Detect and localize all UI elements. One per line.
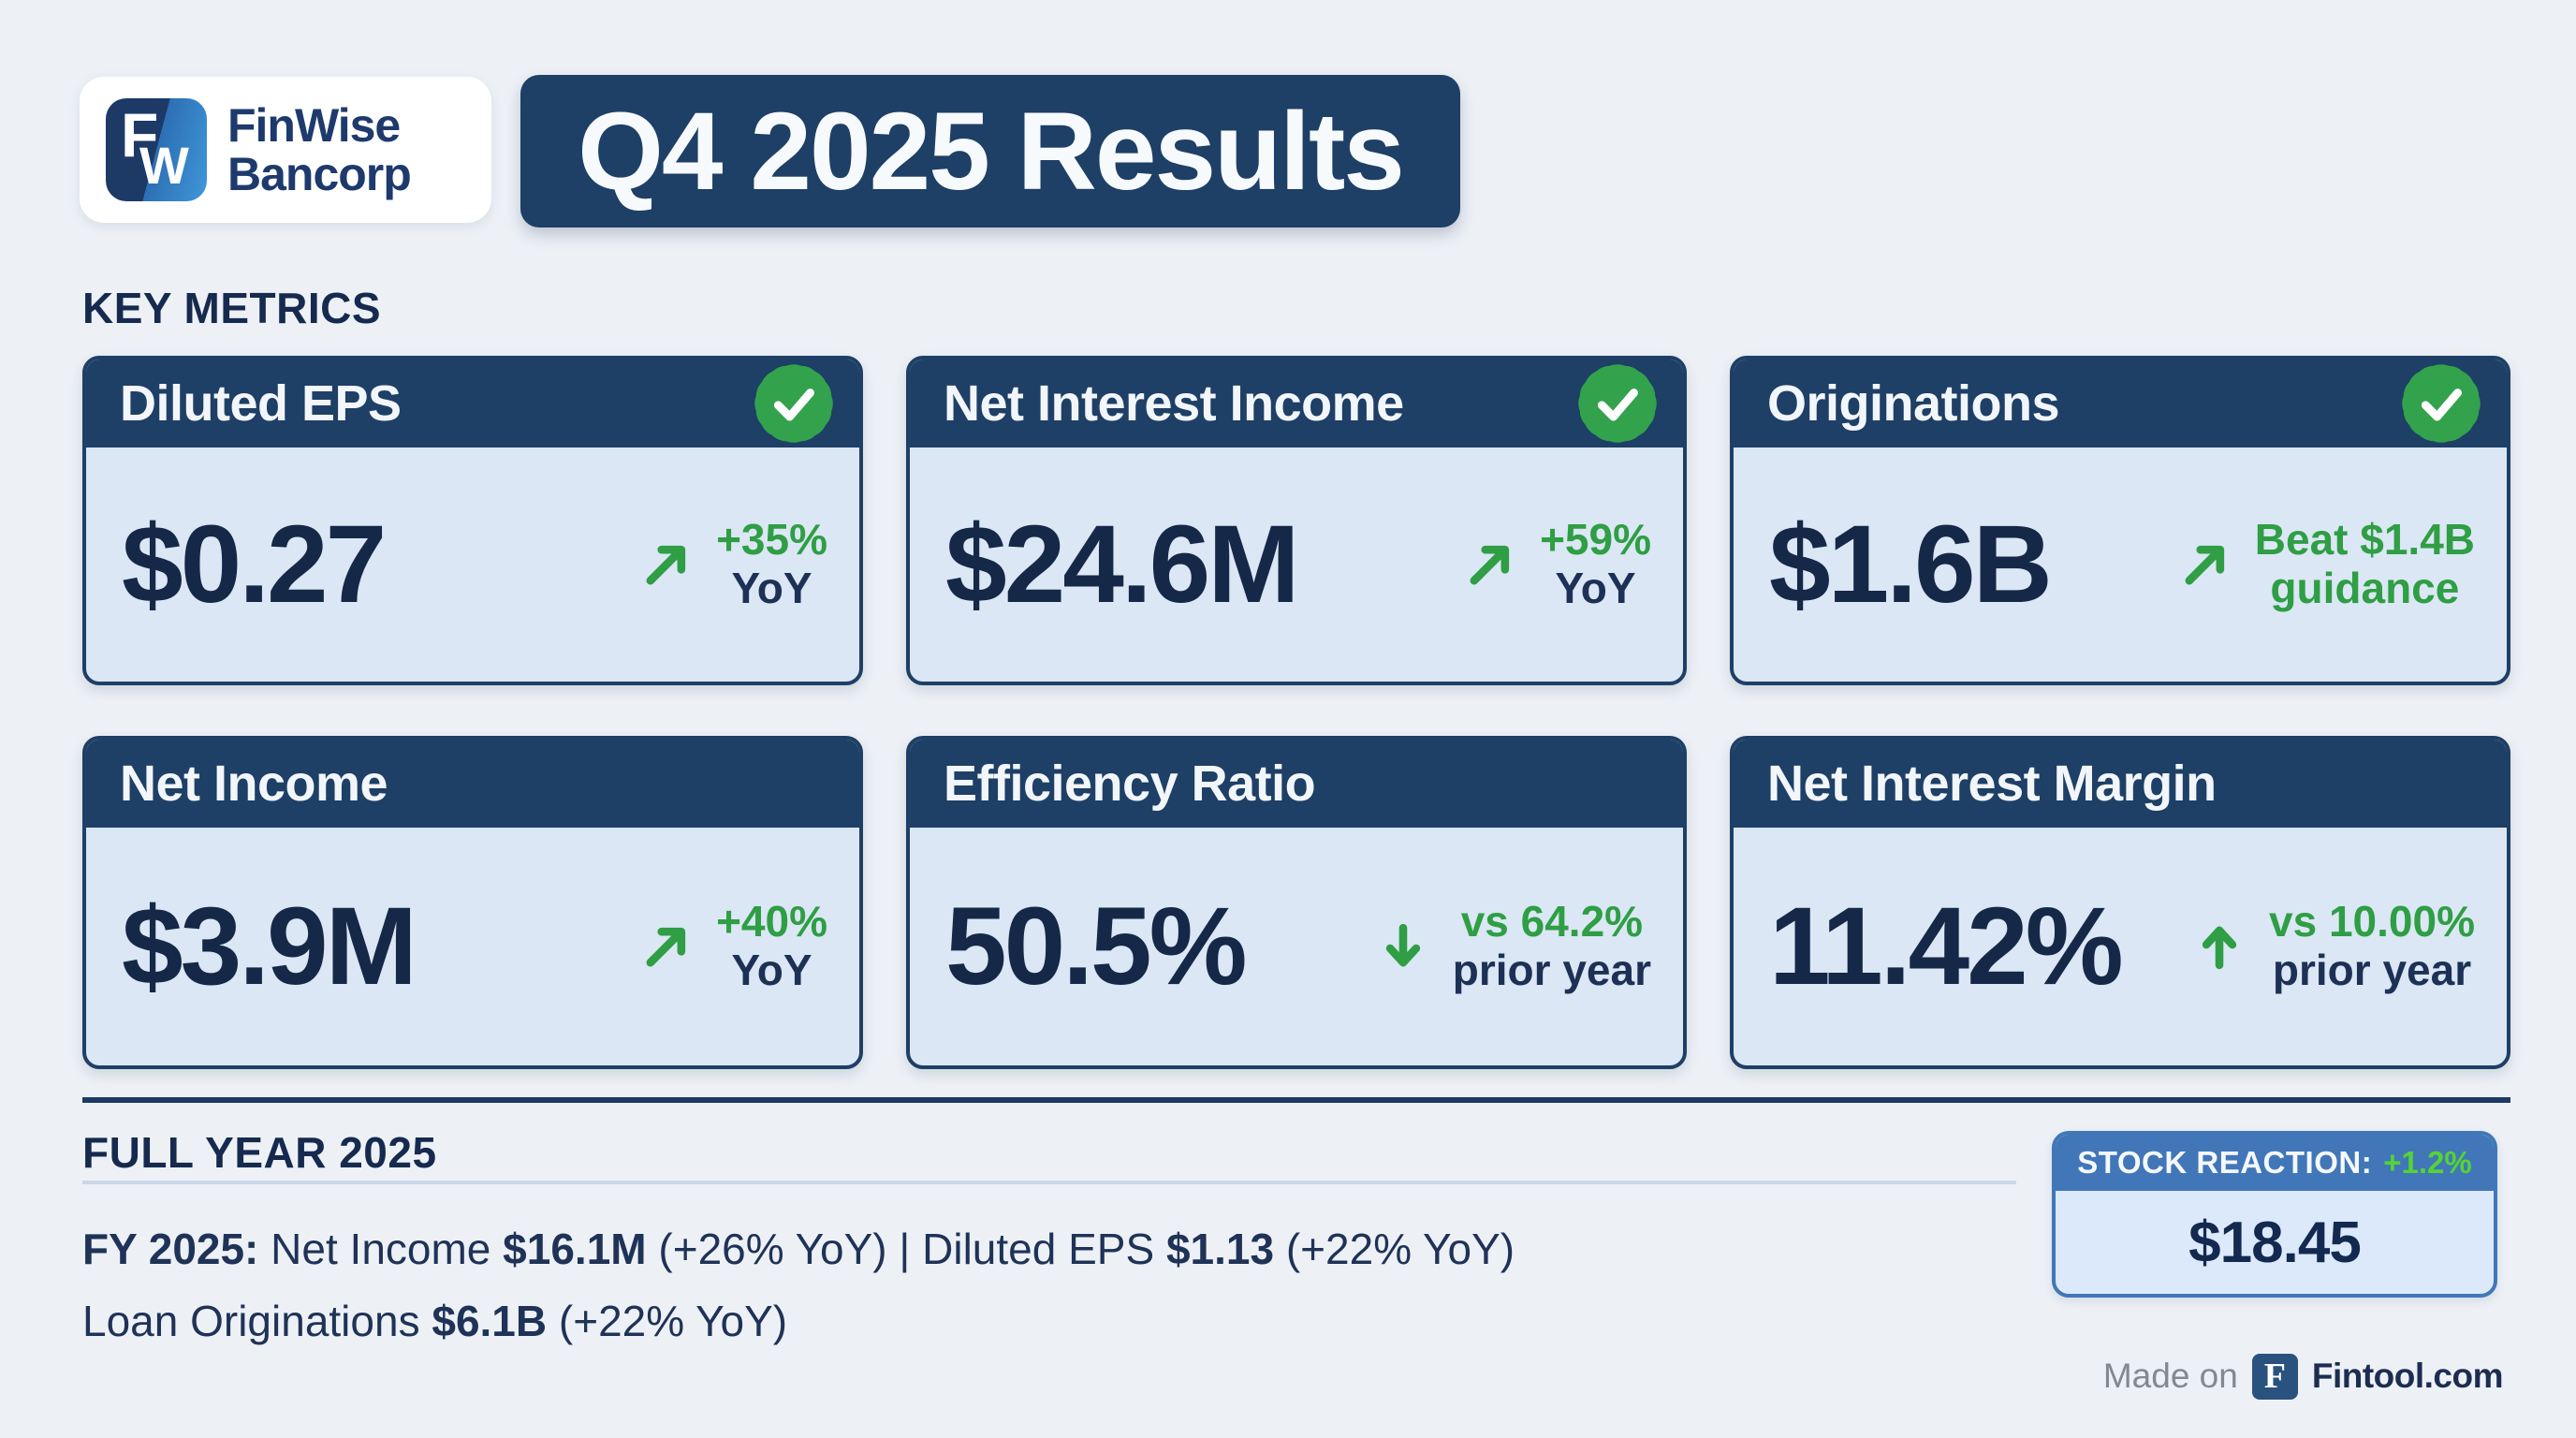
metric-change: vs 10.00% prior year	[2188, 898, 2475, 994]
made-on-label: Made on	[2102, 1357, 2238, 1395]
metric-card-body: 11.42% vs 10.00% prior year	[1734, 828, 2507, 1065]
metric-value: 11.42%	[1769, 885, 2124, 1008]
stock-price: $18.45	[2188, 1210, 2362, 1275]
metric-title: Net Interest Margin	[1767, 756, 2217, 812]
fy-label: FY 2025:	[82, 1225, 259, 1273]
change-period: YoY	[731, 946, 812, 994]
fintool-site-label: Fintool.com	[2311, 1357, 2504, 1395]
verified-badge-icon	[746, 360, 842, 451]
metric-card-body: $3.9M +40% YoY	[86, 828, 859, 1065]
change-value: +40%	[716, 897, 827, 946]
metric-change: Beat $1.4B guidance	[2174, 516, 2475, 612]
metric-card-body: $24.6M +59% YoY	[910, 448, 1683, 682]
metric-card-diluted-eps: Diluted EPS $0.27 +35% YoY	[82, 356, 863, 685]
change-period: prior year	[2272, 946, 2472, 994]
report-title: Q4 2025 Results	[578, 89, 1405, 213]
metric-title: Net Income	[120, 756, 388, 812]
full-year-heading: FULL YEAR 2025	[82, 1128, 437, 1177]
full-year-summary: FY 2025: Net Income $16.1M (+26% YoY) | …	[82, 1213, 2039, 1357]
metric-title: Diluted EPS	[120, 375, 402, 432]
fy-originations-value: $6.1B	[432, 1297, 548, 1345]
stock-reaction-change: +1.2%	[2383, 1145, 2472, 1180]
metric-title: Net Interest Income	[944, 375, 1404, 432]
metric-card-efficiency-ratio: Efficiency Ratio 50.5% vs 64.2% prior ye…	[906, 736, 1687, 1069]
attribution: Made on F Fintool.com	[2012, 1350, 2504, 1402]
fy-eps-value: $1.13	[1165, 1225, 1275, 1273]
trend-up-icon	[2188, 916, 2250, 977]
metric-card-body: $0.27 +35% YoY	[86, 448, 859, 682]
metric-card-net-interest-income: Net Interest Income $24.6M +59% YoY	[906, 356, 1687, 685]
brand-line-2: Bancorp	[227, 148, 412, 200]
metric-title: Originations	[1767, 375, 2060, 432]
fy-text-segment: (+26% YoY) | Diluted EPS	[646, 1225, 1166, 1273]
metric-change: +40% YoY	[636, 898, 827, 994]
verified-badge-icon	[2393, 360, 2489, 451]
change-detail: guidance	[2270, 564, 2460, 612]
metric-value: $1.6B	[1769, 503, 2053, 626]
metric-value: $24.6M	[945, 503, 1300, 626]
brand-name: FinWise Bancorp	[227, 99, 412, 200]
trend-up-right-icon	[1459, 534, 1521, 595]
logo-letter-f: F	[121, 100, 159, 169]
change-value: +59%	[1540, 515, 1651, 565]
trend-up-right-icon	[2174, 534, 2236, 595]
trend-up-right-icon	[636, 534, 697, 595]
company-logo: F W FinWise Bancorp	[80, 77, 491, 223]
fy-text-segment: (+22% YoY)	[547, 1297, 788, 1345]
change-period: YoY	[731, 564, 812, 612]
metric-value: 50.5%	[945, 885, 1248, 1008]
metric-value: $0.27	[122, 503, 387, 626]
trend-down-icon	[1372, 916, 1434, 977]
stock-reaction-panel: STOCK REACTION: +1.2% $18.45	[2052, 1131, 2497, 1298]
trend-up-right-icon	[636, 916, 697, 977]
metric-card-originations: Originations $1.6B Beat $1.4B guidance	[1730, 356, 2510, 685]
fy-text-segment: Loan Originations	[82, 1297, 432, 1345]
verified-badge-icon	[1570, 360, 1665, 451]
metric-card-header: Net Interest Margin	[1734, 740, 2507, 828]
metric-card-header: Net Interest Income	[910, 360, 1683, 451]
section-divider	[82, 1097, 2510, 1103]
fy-text-segment: (+22% YoY)	[1274, 1225, 1515, 1273]
key-metrics-heading: KEY METRICS	[82, 284, 382, 332]
light-rule	[82, 1181, 2016, 1184]
change-value: Beat $1.4B	[2254, 515, 2475, 565]
metric-card-net-interest-margin: Net Interest Margin 11.42% vs 10.00% pri…	[1730, 736, 2510, 1069]
fintool-logo-icon: F	[2251, 1353, 2298, 1400]
brand-line-1: FinWise	[227, 99, 401, 152]
metric-card-header: Net Income	[86, 740, 859, 828]
fy-text-segment: Net Income	[258, 1225, 504, 1273]
metric-title: Efficiency Ratio	[944, 756, 1316, 812]
change-value: vs 10.00%	[2269, 897, 2475, 946]
metric-change: +59% YoY	[1459, 516, 1651, 612]
metric-value: $3.9M	[122, 885, 417, 1008]
stock-reaction-label: STOCK REACTION:	[2077, 1145, 2373, 1180]
fintool-logo-letter: F	[2263, 1357, 2286, 1396]
finwise-logo-icon: F W	[106, 98, 207, 201]
change-value: +35%	[716, 515, 827, 565]
metric-card-body: 50.5% vs 64.2% prior year	[910, 828, 1683, 1065]
metric-change: vs 64.2% prior year	[1372, 898, 1651, 994]
stock-reaction-header: STOCK REACTION: +1.2%	[2056, 1135, 2494, 1191]
change-value: vs 64.2%	[1460, 897, 1644, 946]
metric-card-header: Efficiency Ratio	[910, 740, 1683, 828]
metric-card-header: Originations	[1734, 360, 2507, 451]
fy-net-income-value: $16.1M	[503, 1225, 647, 1273]
report-title-banner: Q4 2025 Results	[520, 75, 1460, 227]
logo-letter-w: W	[139, 136, 189, 195]
change-period: prior year	[1452, 946, 1651, 994]
metric-card-header: Diluted EPS	[86, 360, 859, 451]
metric-card-net-income: Net Income $3.9M +40% YoY	[82, 736, 863, 1069]
metric-change: +35% YoY	[636, 516, 827, 612]
change-period: YoY	[1555, 564, 1636, 612]
metric-card-body: $1.6B Beat $1.4B guidance	[1734, 448, 2507, 682]
